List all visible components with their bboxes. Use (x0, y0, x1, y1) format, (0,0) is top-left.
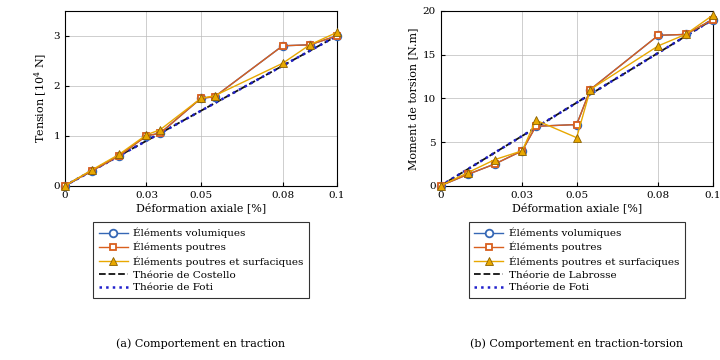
X-axis label: Déformation axiale [%]: Déformation axiale [%] (511, 202, 642, 213)
Legend: Éléments volumiques, Éléments poutres, Éléments poutres et surfaciques, Théorie : Éléments volumiques, Éléments poutres, É… (93, 222, 309, 298)
Y-axis label: Tension [$10^4$ N]: Tension [$10^4$ N] (33, 53, 49, 144)
Legend: Éléments volumiques, Éléments poutres, Éléments poutres et surfaciques, Théorie : Éléments volumiques, Éléments poutres, É… (469, 222, 685, 298)
X-axis label: Déformation axiale [%]: Déformation axiale [%] (136, 202, 266, 213)
Y-axis label: Moment de torsion [N.m]: Moment de torsion [N.m] (408, 27, 418, 170)
Text: (a) Comportement en traction: (a) Comportement en traction (117, 338, 286, 348)
Text: (b) Comportement en traction-torsion: (b) Comportement en traction-torsion (470, 338, 683, 348)
